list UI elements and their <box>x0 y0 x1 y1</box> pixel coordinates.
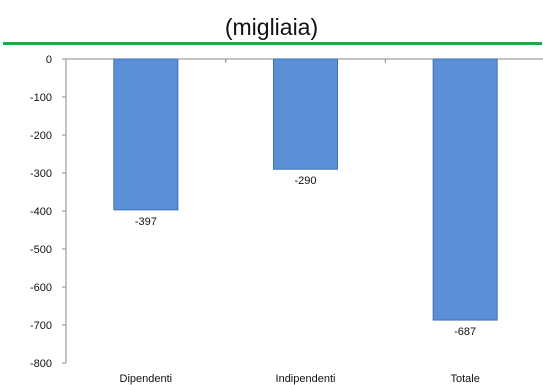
y-tick-label: -800 <box>30 358 52 370</box>
data-label: -687 <box>454 326 476 338</box>
bar-dipendenti <box>113 58 179 211</box>
y-tick-label: -600 <box>30 282 52 294</box>
y-tick-label: -200 <box>30 130 52 142</box>
chart-subtitle: (migliaia) <box>224 14 319 40</box>
data-label: -397 <box>135 216 157 228</box>
category-label: Totale <box>450 373 479 385</box>
bar-indipendenti <box>273 58 338 170</box>
y-tick-label: -300 <box>30 168 52 180</box>
category-label: Indipendenti <box>276 373 336 385</box>
y-tick-label: 0 <box>46 54 52 66</box>
bar-totale <box>432 58 498 321</box>
category-label: Dipendenti <box>120 373 173 385</box>
y-tick-label: -100 <box>30 92 52 104</box>
y-tick-label: -500 <box>30 244 52 256</box>
y-tick-label: -700 <box>30 320 52 332</box>
data-label: -290 <box>294 175 316 187</box>
title-rule <box>3 42 542 45</box>
y-tick-label: -400 <box>30 206 52 218</box>
